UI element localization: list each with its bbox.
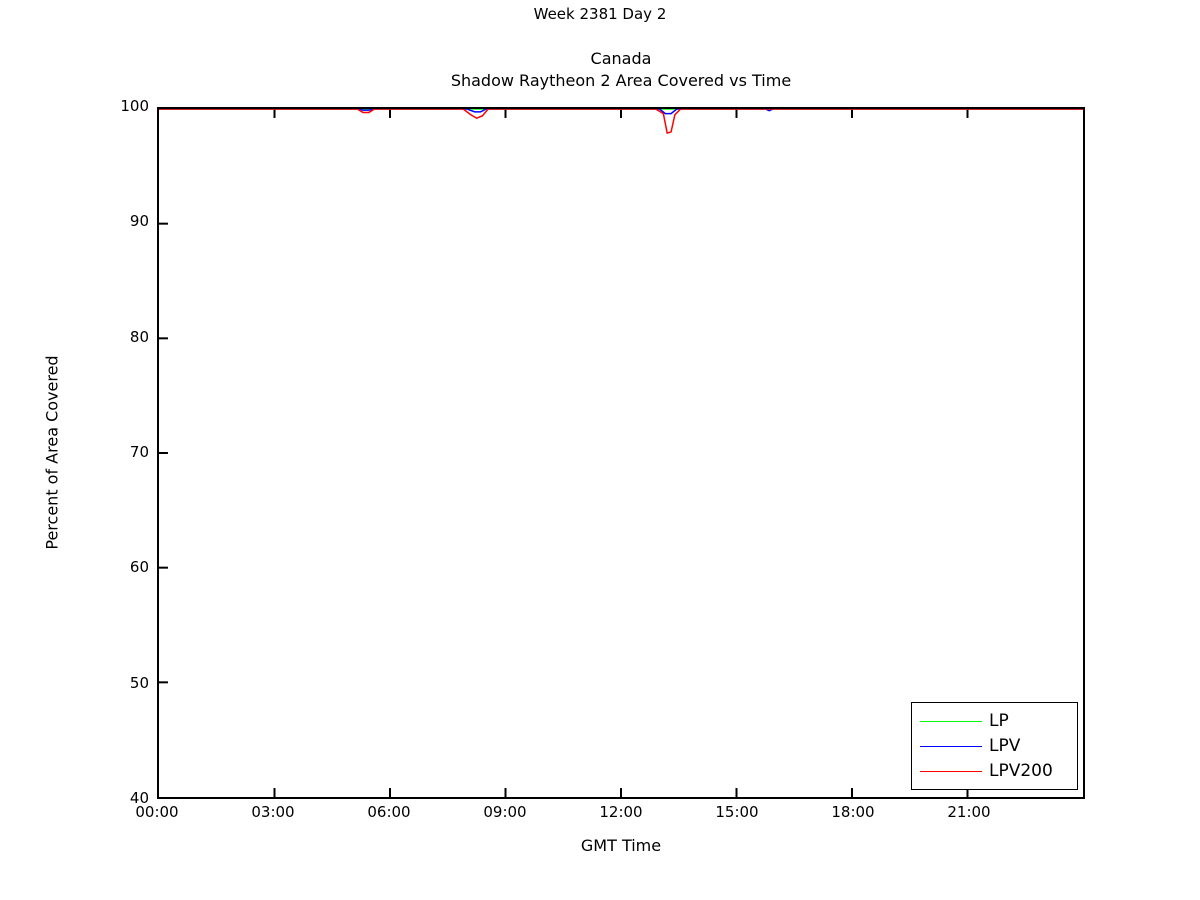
legend-color-swatch xyxy=(920,721,982,722)
figure-suptitle: Week 2381 Day 2 xyxy=(533,5,667,23)
series-line-lpv200 xyxy=(159,109,1083,133)
x-axis-label: GMT Time xyxy=(580,836,662,855)
legend-item: LPV200 xyxy=(912,759,1077,784)
x-tick-label: 00:00 xyxy=(135,803,179,821)
legend-label: LPV200 xyxy=(989,761,1053,781)
y-axis-tick-labels: 40 50 60 70 80 90 100 xyxy=(85,99,149,806)
x-tick-label: 21:00 xyxy=(947,803,991,821)
y-tick-label: 40 xyxy=(129,789,149,807)
x-tick-label: 03:00 xyxy=(251,803,295,821)
x-tick-label: 06:00 xyxy=(367,803,411,821)
y-axis-label: Percent of Area Covered xyxy=(42,355,62,550)
y-tick-label: 100 xyxy=(120,97,149,115)
plot-area xyxy=(157,107,1085,799)
x-axis-tick-marks xyxy=(275,109,968,797)
data-series-group xyxy=(159,109,1083,133)
y-tick-label: 50 xyxy=(129,673,149,692)
series-line-lpv xyxy=(159,109,1083,114)
plot-canvas xyxy=(159,109,1083,797)
x-tick-label: 15:00 xyxy=(715,803,759,821)
legend-item: LPV xyxy=(912,734,1077,759)
y-tick-label: 70 xyxy=(129,443,149,461)
x-tick-label: 18:00 xyxy=(831,803,875,821)
y-tick-label: 90 xyxy=(129,212,149,231)
chart-legend: LP LPV LPV200 xyxy=(911,702,1078,790)
x-axis-tick-labels: 00:00 03:00 06:00 09:00 12:00 15:00 18:00 21:00 xyxy=(135,803,1085,827)
chart-title-block: Canada Shadow Raytheon 2 Area Covered vs… xyxy=(157,48,1085,92)
legend-color-swatch xyxy=(920,746,982,747)
x-tick-label: 12:00 xyxy=(599,803,643,821)
y-tick-label: 80 xyxy=(129,327,149,346)
legend-label: LPV xyxy=(989,736,1021,756)
x-tick-label: 09:00 xyxy=(483,803,527,821)
y-tick-label: 60 xyxy=(129,558,149,577)
legend-item: LP xyxy=(912,709,1077,734)
legend-color-swatch xyxy=(920,771,982,772)
chart-title-line-1: Canada xyxy=(590,49,652,68)
legend-label: LP xyxy=(989,711,1009,731)
y-axis-tick-marks xyxy=(159,224,168,683)
chart-title-line-2: Shadow Raytheon 2 Area Covered vs Time xyxy=(450,71,792,90)
